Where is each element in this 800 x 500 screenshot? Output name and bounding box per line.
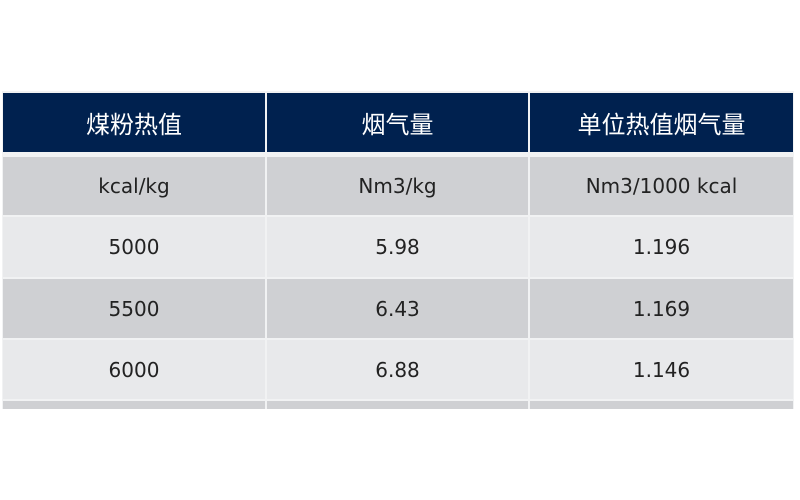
table-cell: 1.169 — [530, 279, 793, 338]
units-row: kcal/kg Nm3/kg Nm3/1000 kcal — [3, 157, 793, 215]
data-table: 煤粉热值 烟气量 单位热值烟气量 kcal/kg Nm3/kg Nm3/1000… — [2, 91, 794, 409]
table-cell: 1.196 — [530, 217, 793, 277]
table-row-cutoff — [3, 401, 793, 409]
table-cell — [267, 401, 528, 409]
header-cell: 烟气量 — [267, 93, 528, 152]
table-cell — [3, 401, 265, 409]
unit-cell: Nm3/1000 kcal — [530, 157, 793, 215]
unit-cell: Nm3/kg — [267, 157, 528, 215]
table-cell: 6000 — [3, 340, 265, 399]
table-row: 6000 6.88 1.146 — [3, 340, 793, 399]
header-cell: 单位热值烟气量 — [530, 93, 793, 152]
table-header-row: 煤粉热值 烟气量 单位热值烟气量 — [3, 93, 793, 152]
table-row: 5500 6.43 1.169 — [3, 279, 793, 338]
table-cell: 5500 — [3, 279, 265, 338]
header-cell: 煤粉热值 — [3, 93, 265, 152]
unit-cell: kcal/kg — [3, 157, 265, 215]
table-cell: 1.146 — [530, 340, 793, 399]
table-cell: 6.88 — [267, 340, 528, 399]
table-cell: 5.98 — [267, 217, 528, 277]
table-row: 5000 5.98 1.196 — [3, 217, 793, 277]
table-cell: 5000 — [3, 217, 265, 277]
table-cell — [530, 401, 793, 409]
table-cell: 6.43 — [267, 279, 528, 338]
